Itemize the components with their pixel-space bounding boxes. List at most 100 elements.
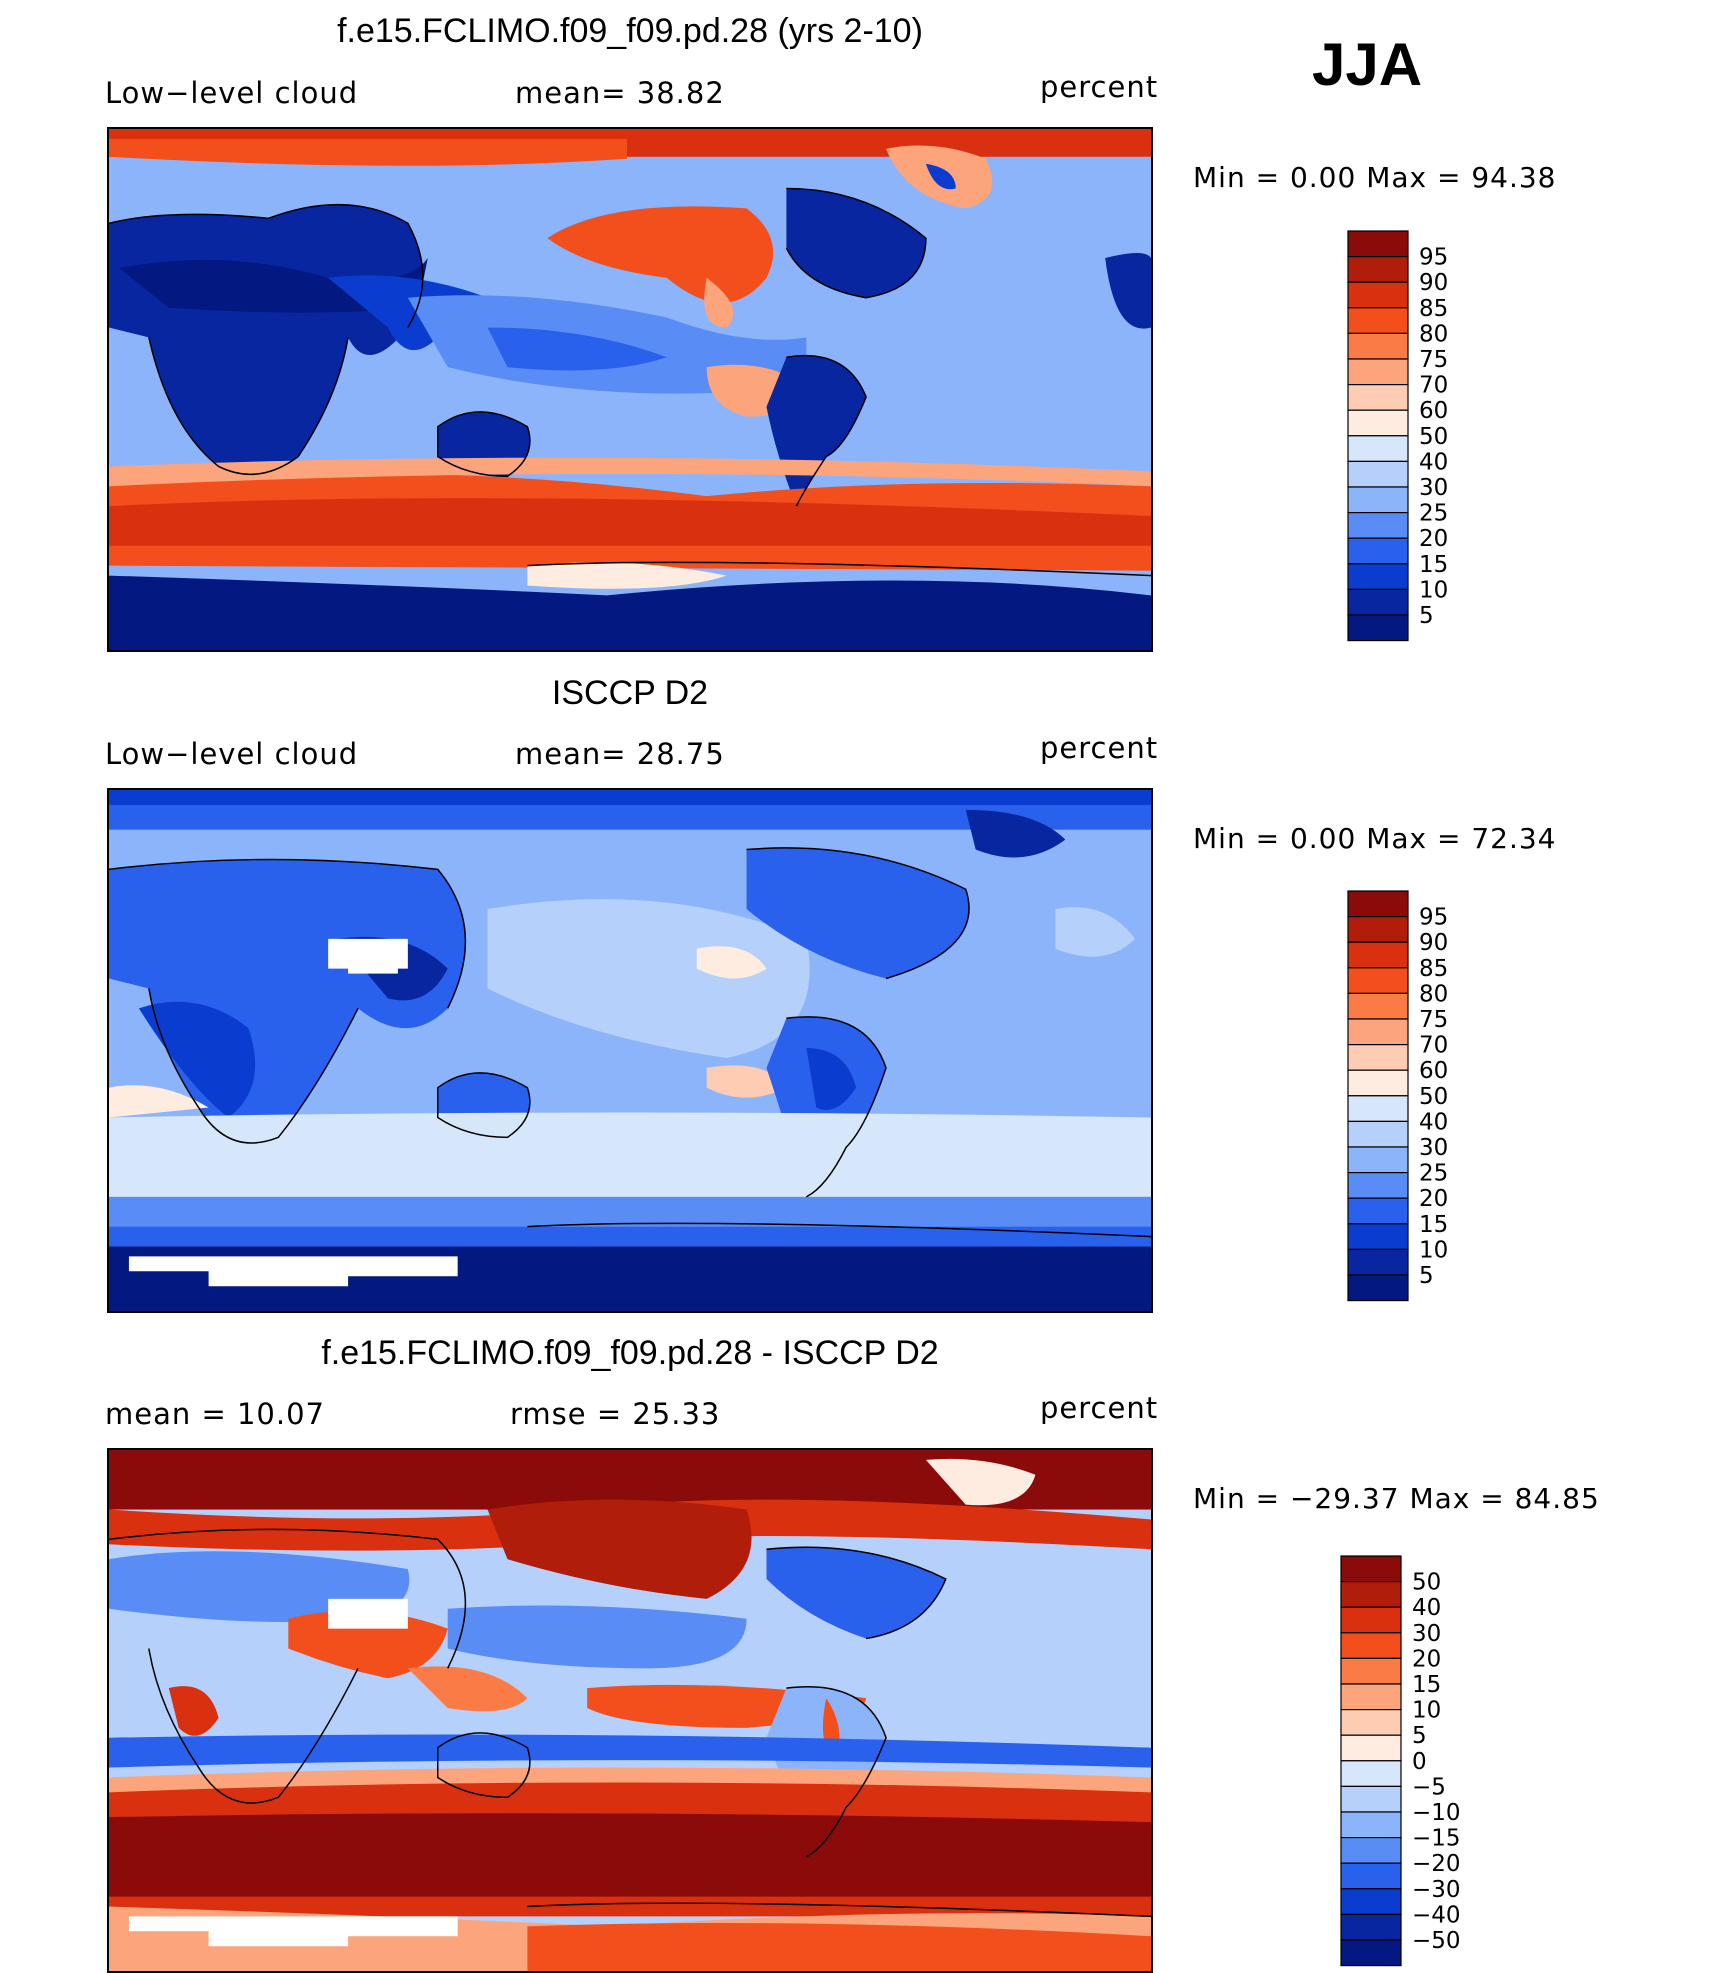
colorbar-swatch (1347, 435, 1409, 463)
panel1-minmax: Min = 0.00 Max = 94.38 (1193, 161, 1557, 194)
panel3-minmax: Min = −29.37 Max = 84.85 (1193, 1482, 1600, 1515)
colorbar-label: −40 (1412, 1902, 1461, 1928)
colorbar-label: 95 (1419, 245, 1448, 271)
colorbar-label: 5 (1419, 1263, 1434, 1289)
colorbar-label: 30 (1419, 475, 1448, 501)
colorbar-swatch (1347, 1197, 1409, 1225)
colorbar-swatch (1340, 1734, 1402, 1762)
colorbar-label: 5 (1419, 603, 1434, 629)
colorbar-swatch (1340, 1913, 1402, 1941)
colorbar-swatch (1340, 1555, 1402, 1583)
colorbar-swatch (1347, 384, 1409, 411)
colorbar-label: 75 (1419, 1007, 1448, 1033)
colorbar-label: 80 (1419, 321, 1448, 347)
panel2-title: ISCCP D2 (551, 674, 709, 712)
colorbar-swatch (1347, 230, 1409, 258)
colorbar-swatch (1340, 1862, 1402, 1890)
colorbar-label: 15 (1419, 552, 1448, 578)
colorbar-swatch (1340, 1683, 1402, 1711)
colorbar-label: 75 (1419, 347, 1448, 373)
colorbar-label: 40 (1419, 449, 1448, 475)
panel3-map (107, 1448, 1153, 1973)
colorbar-label: 90 (1419, 270, 1448, 296)
colorbar-label: 30 (1412, 1621, 1441, 1647)
colorbar-swatch (1347, 460, 1409, 488)
colorbar-swatch (1347, 332, 1409, 360)
colorbar-label: 25 (1419, 1161, 1448, 1187)
colorbar-label: 40 (1419, 1109, 1448, 1135)
panel3-units-label: percent (1040, 1391, 1159, 1425)
colorbar-swatch (1347, 1248, 1409, 1276)
colorbar-label: 90 (1419, 930, 1448, 956)
colorbar-label: 30 (1419, 1135, 1448, 1161)
colorbar-swatch (1347, 614, 1409, 642)
colorbar-label: 50 (1419, 1084, 1448, 1110)
colorbar-swatch (1347, 537, 1409, 565)
colorbar-swatch (1340, 1888, 1402, 1915)
colorbar-swatch (1347, 1146, 1409, 1174)
panel3-map-svg (109, 1450, 1151, 1971)
colorbar-swatch (1347, 1223, 1409, 1250)
colorbar-label: 80 (1419, 981, 1448, 1007)
panel3-title: f.e15.FCLIMO.f09_f09.pd.28 - ISCCP D2 (321, 1334, 939, 1372)
colorbar-swatch (1340, 1632, 1402, 1660)
panel2-units-label: percent (1040, 731, 1159, 765)
season-label: JJA (1312, 31, 1423, 98)
colorbar-label: −30 (1412, 1877, 1461, 1903)
colorbar-swatch (1347, 1120, 1409, 1148)
colorbar-swatch (1347, 1069, 1409, 1097)
colorbar-swatch (1347, 307, 1409, 335)
colorbar-swatch (1340, 1760, 1402, 1788)
colorbar-label: 70 (1419, 1033, 1448, 1059)
colorbar-swatch (1347, 967, 1409, 995)
colorbar-label: 0 (1412, 1749, 1427, 1775)
panel1-title: f.e15.FCLIMO.f09_f09.pd.28 (yrs 2-10) (337, 12, 923, 50)
panel2-map (107, 788, 1153, 1313)
colorbar-label: −10 (1412, 1800, 1461, 1826)
colorbar-label: 85 (1419, 956, 1448, 982)
colorbar-label: 85 (1419, 296, 1448, 322)
panel2-map-svg (109, 790, 1151, 1311)
colorbar-swatch (1347, 409, 1409, 437)
colorbar-label: −5 (1412, 1774, 1446, 1800)
colorbar-swatch (1347, 941, 1409, 969)
colorbar-swatch (1340, 1581, 1402, 1608)
colorbar-label: 20 (1419, 526, 1448, 552)
panel1-variable-label: Low−level cloud (105, 76, 359, 110)
colorbar-swatch (1347, 1274, 1409, 1302)
colorbar-swatch (1347, 916, 1409, 943)
panel1-map-svg (109, 129, 1151, 650)
colorbar-label: −50 (1412, 1928, 1461, 1954)
colorbar-swatch (1347, 256, 1409, 283)
colorbar-label: 50 (1419, 424, 1448, 450)
colorbar-swatch (1340, 1606, 1402, 1634)
colorbar-label: 10 (1412, 1698, 1441, 1724)
colorbar-label: 40 (1412, 1595, 1441, 1621)
panel1-units-label: percent (1040, 70, 1159, 104)
colorbar-swatch (1340, 1709, 1402, 1736)
colorbar-swatch (1347, 890, 1409, 918)
colorbar-swatch (1347, 512, 1409, 539)
panel1-mean-label: mean= 38.82 (515, 76, 725, 110)
panel2-minmax: Min = 0.00 Max = 72.34 (1193, 822, 1557, 855)
colorbar-swatch (1340, 1811, 1402, 1839)
colorbar-label: 10 (1419, 577, 1448, 603)
colorbar-label: 15 (1412, 1672, 1441, 1698)
colorbar-label: 60 (1419, 1058, 1448, 1084)
panel3-colorbar: 50 40 30 20 15 10 5 0 −5 −10 −15 −20 −30 −40 −50 (1340, 1555, 1500, 1967)
colorbar-swatch (1347, 486, 1409, 514)
colorbar-swatch (1347, 1095, 1409, 1123)
colorbar-label: 10 (1419, 1237, 1448, 1263)
colorbar-label: 95 (1419, 905, 1448, 931)
panel2-colorbar: 95 90 85 80 75 70 60 50 40 30 25 20 15 10 5 (1347, 890, 1507, 1302)
colorbar-label: 70 (1419, 373, 1448, 399)
colorbar-label: −15 (1412, 1826, 1461, 1852)
colorbar-swatch (1347, 1044, 1409, 1071)
panel2-variable-label: Low−level cloud (105, 737, 359, 771)
colorbar-label: 20 (1419, 1186, 1448, 1212)
panel3-mean-label: mean = 10.07 (105, 1397, 325, 1431)
colorbar-swatch (1340, 1939, 1402, 1967)
colorbar-label: 15 (1419, 1212, 1448, 1238)
colorbar-swatch (1347, 1172, 1409, 1199)
